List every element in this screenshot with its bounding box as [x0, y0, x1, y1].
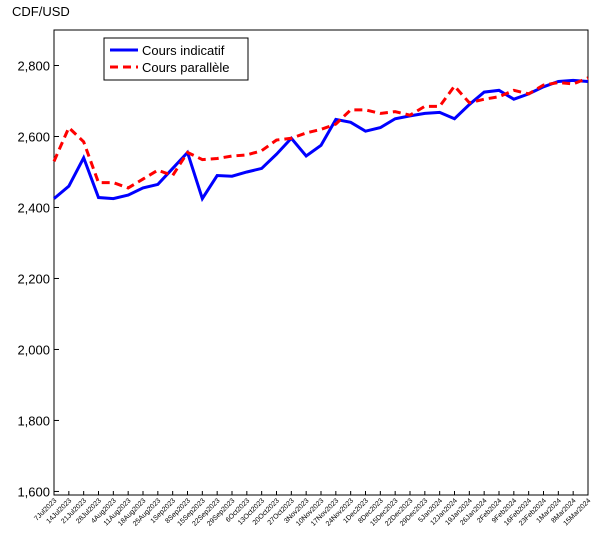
series-line	[52, 76, 589, 190]
legend-label: Cours indicatif	[142, 43, 225, 58]
legend-label: Cours parallèle	[142, 60, 229, 75]
legend-box	[103, 37, 249, 81]
series-line	[53, 78, 589, 203]
y-tick-label: 2,000	[17, 342, 50, 357]
y-tick-label: 2,600	[17, 129, 50, 144]
legend: Cours indicatif Cours parallèle	[103, 37, 249, 81]
y-tick-label: 1,800	[17, 413, 50, 428]
y-tick-label: 2,800	[17, 58, 50, 73]
y-tick-label: 1,600	[17, 484, 50, 499]
chart-title: CDF/USD	[12, 4, 70, 19]
y-tick-label: 2,400	[17, 200, 50, 215]
y-tick-label: 2,200	[17, 271, 50, 286]
plot-frame	[53, 29, 589, 496]
